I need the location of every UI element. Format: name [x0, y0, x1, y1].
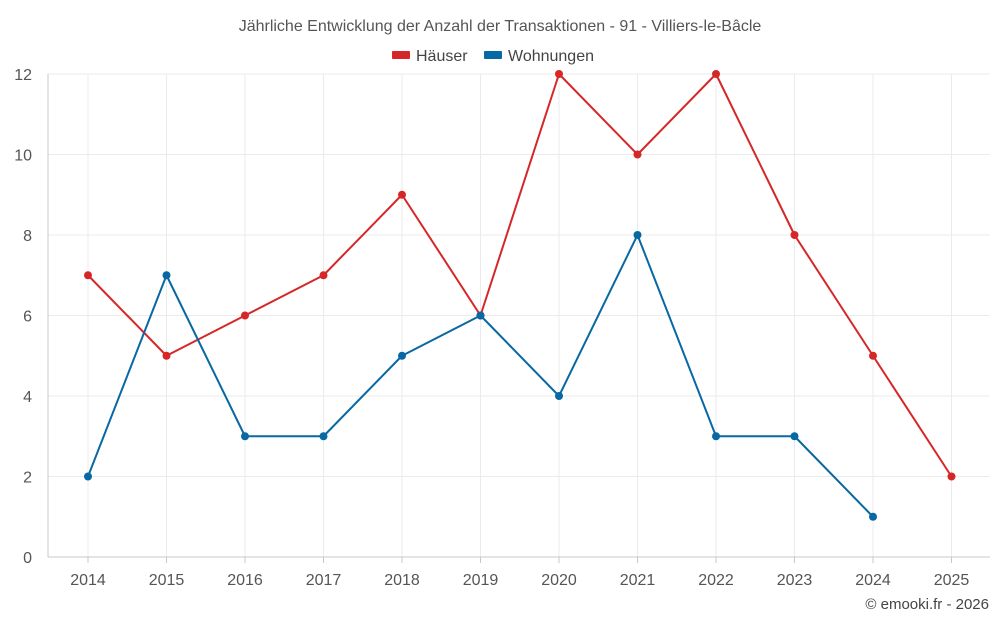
data-point-haeuser-2023[interactable]: [790, 231, 799, 239]
data-point-haeuser-2025[interactable]: [947, 472, 956, 481]
legend: Häuser Wohnungen: [392, 48, 594, 65]
data-point-wohnungen-2023[interactable]: [790, 432, 799, 441]
chart-title: Jährliche Entwicklung der Anzahl der Tra…: [239, 18, 762, 35]
data-point-haeuser-2015[interactable]: [162, 351, 171, 360]
series: [84, 70, 956, 521]
data-point-wohnungen-2021[interactable]: [633, 231, 642, 239]
data-point-wohnungen-2019[interactable]: [476, 311, 485, 320]
data-point-wohnungen-2014[interactable]: [84, 472, 92, 481]
y-tick-label-0: 0: [23, 550, 32, 567]
grid: [48, 73, 990, 557]
x-tick-label-2022: 2022: [698, 572, 734, 589]
y-tick-label-4: 4: [23, 389, 32, 406]
x-tick-label-2025: 2025: [934, 572, 970, 589]
y-tick-label-10: 10: [14, 148, 32, 165]
data-point-wohnungen-2017[interactable]: [319, 432, 328, 441]
x-tick-label-2015: 2015: [149, 572, 185, 589]
x-tick-label-2023: 2023: [777, 572, 813, 589]
data-point-haeuser-2018[interactable]: [398, 190, 406, 199]
series-line-haeuser: [87, 73, 953, 478]
x-tick-label-2016: 2016: [227, 572, 263, 589]
y-tick-label-2: 2: [23, 470, 32, 487]
data-point-wohnungen-2024[interactable]: [869, 512, 877, 521]
legend-item-haeuser[interactable]: Häuser: [392, 48, 468, 65]
x-tick-label-2019: 2019: [463, 572, 499, 589]
data-point-haeuser-2021[interactable]: [633, 150, 642, 159]
x-tick-label-2021: 2021: [620, 572, 656, 589]
data-point-haeuser-2017[interactable]: [319, 271, 328, 280]
data-point-haeuser-2020[interactable]: [555, 70, 563, 78]
legend-swatch-wohnungen: [484, 51, 502, 59]
legend-swatch-haeuser: [392, 51, 410, 59]
axes: 0 2 4 6 8 10 12 2014 2015 2016 2017 2018 2019 2020 202…: [14, 67, 990, 589]
data-point-wohnungen-2015[interactable]: [162, 271, 171, 280]
legend-label-haeuser: Häuser: [416, 48, 468, 65]
data-point-haeuser-2022[interactable]: [712, 70, 720, 78]
data-point-wohnungen-2022[interactable]: [712, 432, 720, 441]
y-tick-label-12: 12: [14, 67, 32, 84]
legend-label-wohnungen: Wohnungen: [508, 48, 594, 65]
x-tick-label-2017: 2017: [306, 572, 342, 589]
data-point-wohnungen-2016[interactable]: [241, 432, 249, 441]
x-tick-label-2020: 2020: [541, 572, 577, 589]
data-point-wohnungen-2020[interactable]: [555, 392, 563, 400]
data-point-haeuser-2016[interactable]: [241, 311, 249, 320]
x-tick-label-2018: 2018: [384, 572, 420, 589]
credit-text: © emooki.fr - 2026: [865, 596, 989, 613]
data-point-haeuser-2014[interactable]: [84, 271, 92, 280]
x-tick-label-2014: 2014: [70, 572, 106, 589]
y-tick-label-6: 6: [23, 309, 32, 326]
y-tick-label-8: 8: [23, 228, 32, 245]
x-tick-label-2024: 2024: [855, 572, 891, 589]
data-point-wohnungen-2018[interactable]: [398, 351, 406, 360]
data-point-haeuser-2024[interactable]: [869, 351, 877, 360]
legend-item-wohnungen[interactable]: Wohnungen: [484, 48, 594, 65]
